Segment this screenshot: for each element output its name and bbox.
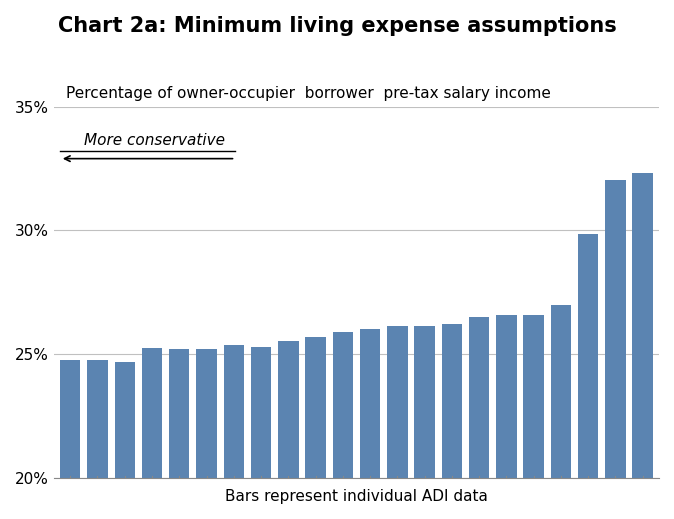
Bar xyxy=(87,360,108,519)
X-axis label: Bars represent individual ADI data: Bars represent individual ADI data xyxy=(225,489,488,504)
Bar xyxy=(551,305,571,519)
Bar xyxy=(278,340,299,519)
Text: Chart 2a: Minimum living expense assumptions: Chart 2a: Minimum living expense assumpt… xyxy=(57,16,617,36)
Bar xyxy=(469,317,489,519)
Bar xyxy=(224,346,244,519)
Bar xyxy=(332,332,353,519)
Bar xyxy=(196,349,217,519)
Bar xyxy=(496,315,516,519)
Text: Percentage of owner-occupier  borrower  pre-tax salary income: Percentage of owner-occupier borrower pr… xyxy=(66,86,551,101)
Text: More conservative: More conservative xyxy=(84,133,225,147)
Bar xyxy=(605,180,625,519)
Bar xyxy=(415,326,435,519)
Bar xyxy=(169,349,189,519)
Bar xyxy=(360,330,380,519)
Bar xyxy=(524,315,544,519)
Bar xyxy=(441,324,462,519)
Bar xyxy=(115,362,135,519)
Bar xyxy=(578,234,599,519)
Bar xyxy=(60,360,80,519)
Bar xyxy=(387,326,408,519)
Bar xyxy=(632,173,653,519)
Bar xyxy=(142,348,162,519)
Bar xyxy=(251,347,271,519)
Bar xyxy=(305,337,326,519)
